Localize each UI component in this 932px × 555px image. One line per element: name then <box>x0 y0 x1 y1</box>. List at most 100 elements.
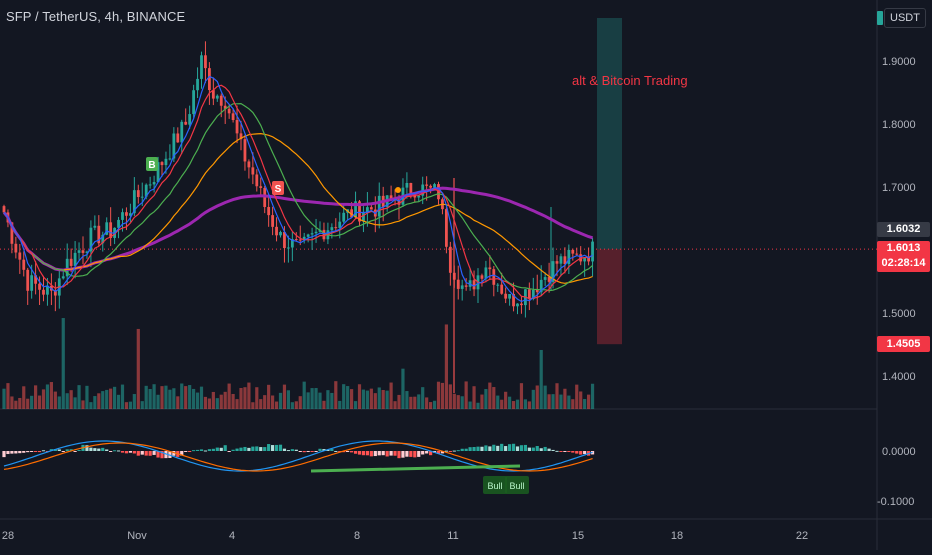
volume-bar <box>136 328 140 409</box>
volume-bar <box>282 384 287 409</box>
macd-histogram-bar <box>326 449 330 451</box>
macd-histogram-bar <box>109 451 113 452</box>
volume-bar <box>251 402 255 409</box>
volume-bar <box>397 394 401 409</box>
candle-body <box>180 121 184 143</box>
volume-bar <box>476 402 480 409</box>
candle-body <box>208 68 211 91</box>
sell-marker-bg <box>272 181 284 195</box>
volume-bar <box>116 394 121 409</box>
macd-histogram-bar <box>583 451 587 455</box>
volume-bar <box>314 388 318 409</box>
candle-body <box>563 256 567 265</box>
candle-body <box>413 194 417 198</box>
volume-bar <box>239 387 243 409</box>
macd-histogram-bar <box>373 451 377 457</box>
macd-histogram-bar <box>156 451 160 458</box>
stop-level-tag: 1.4505 <box>877 336 930 352</box>
volume-bar <box>302 381 306 409</box>
candle-body <box>231 113 235 121</box>
currency-pip-icon <box>877 11 883 25</box>
volume-bar <box>65 393 69 409</box>
candle-body <box>156 162 160 183</box>
bull-label-first: Bull <box>483 476 507 494</box>
candle-body <box>239 133 243 140</box>
candle-body <box>425 184 429 186</box>
volume-bar <box>156 394 160 409</box>
macd-histogram-bar <box>207 449 211 451</box>
macd-histogram-bar <box>468 447 472 451</box>
stop-zone <box>597 249 622 345</box>
candle-body <box>275 226 278 236</box>
macd-histogram-bar <box>73 451 77 452</box>
symbol-title[interactable]: SFP / TetherUS, 4h, BINANCE <box>6 9 186 24</box>
candle-body <box>377 195 381 217</box>
macd-histogram-group <box>2 443 595 459</box>
bar-countdown: 02:28:14 <box>881 257 926 269</box>
candle-body <box>287 247 290 249</box>
candle-body <box>38 283 41 290</box>
candle-body <box>125 212 128 216</box>
volume-bar <box>85 385 89 409</box>
macd-histogram-bar <box>314 451 318 452</box>
macd-histogram-bar <box>535 446 539 451</box>
macd-histogram-bar <box>77 449 81 451</box>
volume-bar <box>152 384 156 409</box>
macd-histogram-bar <box>496 445 500 451</box>
volume-bar <box>286 390 290 409</box>
candle-body <box>571 249 575 254</box>
volume-bar <box>109 388 113 409</box>
candle-body <box>53 290 57 296</box>
volume-bar <box>37 395 42 409</box>
volume-bar <box>235 399 239 409</box>
volume-bar <box>22 386 26 409</box>
volume-bar <box>160 386 164 409</box>
candle-body <box>188 114 192 125</box>
macd-histogram-bar <box>128 451 132 453</box>
candle-body <box>117 219 120 228</box>
macd-histogram-bar <box>140 451 144 455</box>
candle-body <box>200 55 203 79</box>
macd-histogram-bar <box>365 451 369 456</box>
macd-histogram-bar <box>393 451 397 456</box>
macd-histogram-bar <box>527 447 531 451</box>
macd-histogram-bar <box>231 449 235 451</box>
volume-bar <box>531 389 535 409</box>
candle-body <box>535 289 539 293</box>
volume-bar <box>14 400 18 409</box>
volume-bar <box>310 388 314 409</box>
macd-histogram-bar <box>405 451 409 457</box>
macd-histogram-bar <box>34 451 38 452</box>
macd-histogram-bar <box>69 449 73 451</box>
candle-body <box>468 280 472 287</box>
candle-body <box>42 289 45 295</box>
macd-histogram-bar <box>413 451 417 458</box>
macd-histogram-bar <box>492 444 496 451</box>
volume-bar <box>421 387 425 409</box>
volume-bar <box>330 392 334 409</box>
volume-bar <box>571 399 575 409</box>
volume-bar <box>93 396 97 409</box>
volume-bar <box>34 385 38 409</box>
volume-bar <box>519 383 524 409</box>
volume-bar <box>199 386 204 409</box>
time-axis-tick: 18 <box>671 530 683 542</box>
macd-axis-tick: -0.1000 <box>877 496 914 508</box>
volume-bar <box>77 385 81 409</box>
candle-body <box>583 257 587 262</box>
volume-bar <box>373 393 377 409</box>
volume-bar <box>6 383 10 409</box>
currency-badge[interactable]: USDT <box>877 8 926 28</box>
volume-bar <box>401 368 405 409</box>
macd-histogram-bar <box>543 446 547 451</box>
buy-marker-label: B <box>148 160 155 171</box>
candle-body <box>409 182 413 195</box>
volume-bar <box>523 399 527 409</box>
volume-bar <box>271 395 275 409</box>
volume-bar <box>393 401 397 409</box>
volume-bar <box>555 383 559 409</box>
volume-bar <box>350 389 354 409</box>
